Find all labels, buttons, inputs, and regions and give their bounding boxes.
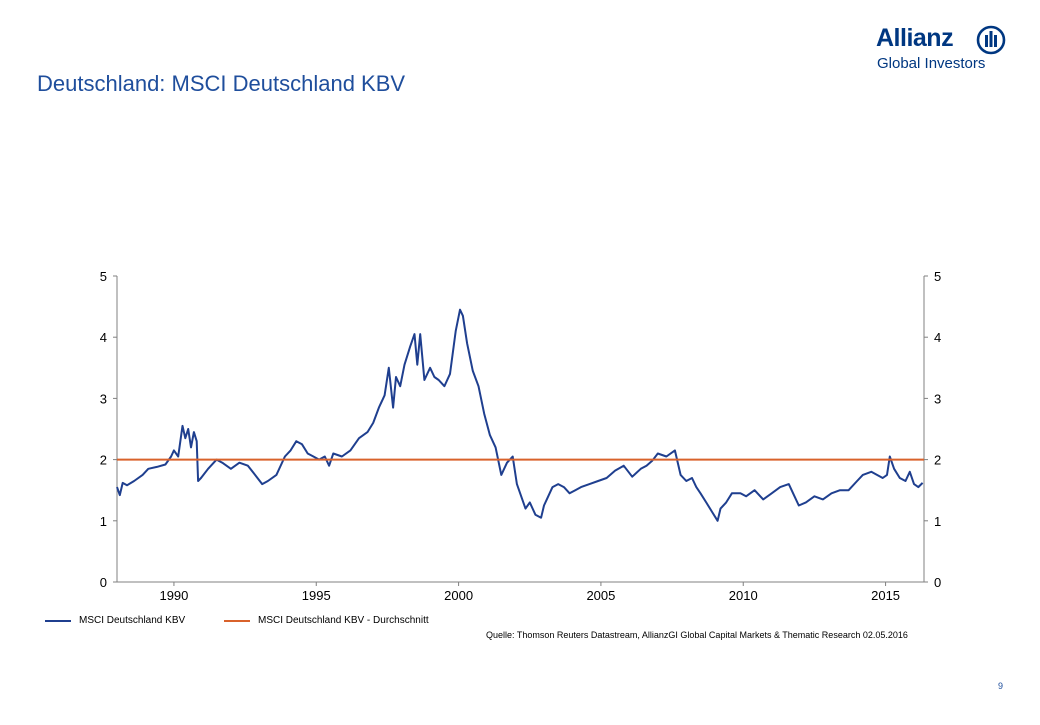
y-tick-label-left: 4 <box>100 330 107 345</box>
x-tick-label: 2005 <box>586 588 615 603</box>
x-tick-label: 2000 <box>444 588 473 603</box>
page-number: 9 <box>998 681 1004 691</box>
y-tick-label-right: 1 <box>934 514 941 529</box>
source-note: Quelle: Thomson Reuters Datastream, Alli… <box>486 630 908 640</box>
y-tick-label-right: 3 <box>934 391 941 406</box>
x-tick-label: 1995 <box>302 588 331 603</box>
y-tick-label-right: 2 <box>934 453 941 468</box>
legend-label-series: MSCI Deutschland KBV <box>79 615 186 626</box>
y-tick-label-left: 0 <box>100 575 107 590</box>
x-tick-label: 1990 <box>159 588 188 603</box>
y-tick-label-left: 2 <box>100 453 107 468</box>
allianz-eagle-icon <box>976 25 1006 60</box>
x-tick-label: 2015 <box>871 588 900 603</box>
allianz-logo: Allianz Global Investors <box>876 22 1016 78</box>
page-title: Deutschland: MSCI Deutschland KBV <box>37 71 406 96</box>
legend-swatch-series <box>45 619 71 622</box>
legend-item-average: MSCI Deutschland KBV - Durchschnitt <box>224 615 429 626</box>
y-tick-label-left: 1 <box>100 514 107 529</box>
y-tick-label-right: 5 <box>934 269 941 284</box>
x-tick-label: 2010 <box>729 588 758 603</box>
y-tick-label-right: 4 <box>934 330 941 345</box>
legend-label-average: MSCI Deutschland KBV - Durchschnitt <box>258 615 429 626</box>
legend-item-series: MSCI Deutschland KBV <box>45 615 185 626</box>
legend-swatch-average <box>224 619 250 622</box>
logo-wordmark: Allianz <box>876 24 954 52</box>
logo-subtitle: Global Investors <box>877 55 986 72</box>
y-tick-label-left: 5 <box>100 269 107 284</box>
series-line-kbv <box>116 308 924 522</box>
y-tick-label-left: 3 <box>100 391 107 406</box>
y-tick-label-right: 0 <box>934 575 941 590</box>
